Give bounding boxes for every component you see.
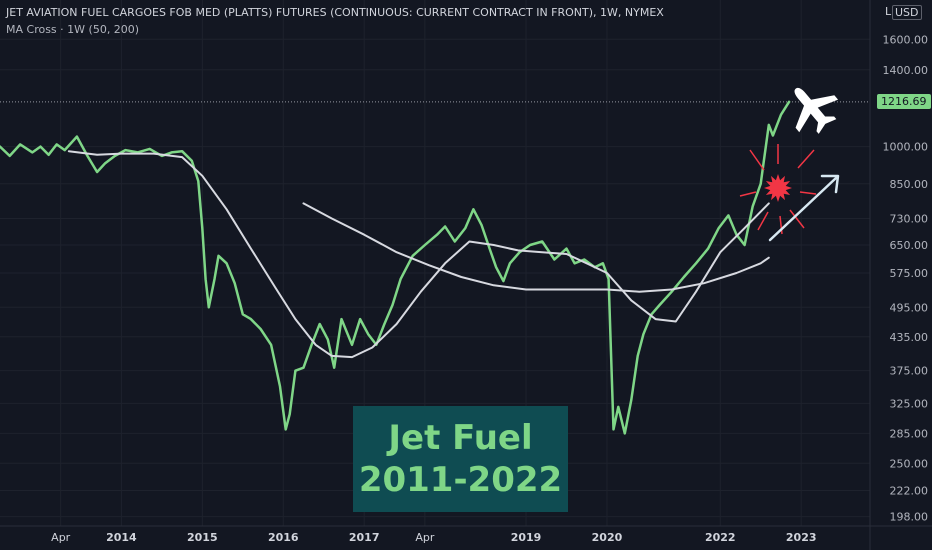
y-tick-label: 575.00 [890, 267, 929, 280]
log-scale-toggle[interactable]: L [885, 5, 892, 18]
x-tick-label: 2020 [592, 531, 623, 544]
y-tick-label: 850.00 [890, 178, 929, 191]
x-tick-label: 2014 [106, 531, 137, 544]
y-tick-label: 1600.00 [883, 33, 929, 46]
x-tick-label: 2023 [786, 531, 817, 544]
y-tick-label: 650.00 [890, 239, 929, 252]
y-tick-label: 435.00 [890, 331, 929, 344]
y-tick-label: 250.00 [890, 457, 929, 470]
ma-50-line [67, 150, 770, 359]
arrow-icon [768, 174, 840, 242]
y-tick-label: 285.00 [890, 427, 929, 440]
y-tick-label: 222.00 [890, 484, 929, 497]
y-tick-label: 495.00 [890, 301, 929, 314]
currency-badge[interactable]: USD [892, 5, 922, 20]
x-tick-label: Apr [51, 531, 71, 544]
y-tick-label: 1000.00 [883, 141, 929, 154]
x-tick-label: 2017 [349, 531, 380, 544]
x-tick-label: 2016 [268, 531, 299, 544]
chart-title: JET AVIATION FUEL CARGOES FOB MED (PLATT… [6, 6, 664, 19]
y-tick-label: 1400.00 [883, 64, 929, 77]
x-tick-label: 2019 [511, 531, 542, 544]
indicator-label[interactable]: MA Cross · 1W (50, 200) [6, 23, 140, 36]
last-price-tag: 1216.69 [877, 94, 931, 109]
y-tick-label: 198.00 [890, 511, 929, 524]
y-tick-label: 325.00 [890, 397, 929, 410]
y-tick-label: 375.00 [890, 365, 929, 378]
overlay-years: 2011-2022 [358, 460, 563, 500]
x-tick-label: Apr [415, 531, 435, 544]
x-tick-label: 2015 [187, 531, 218, 544]
airplane-icon [794, 87, 839, 134]
ma-200-line [302, 202, 770, 293]
price-line [0, 100, 791, 435]
burst-icon [739, 144, 817, 235]
overlay-title: Jet Fuel [388, 418, 533, 458]
jet-fuel-overlay: Jet Fuel 2011-2022 [353, 406, 568, 512]
x-tick-label: 2022 [705, 531, 736, 544]
y-tick-label: 730.00 [890, 213, 929, 226]
